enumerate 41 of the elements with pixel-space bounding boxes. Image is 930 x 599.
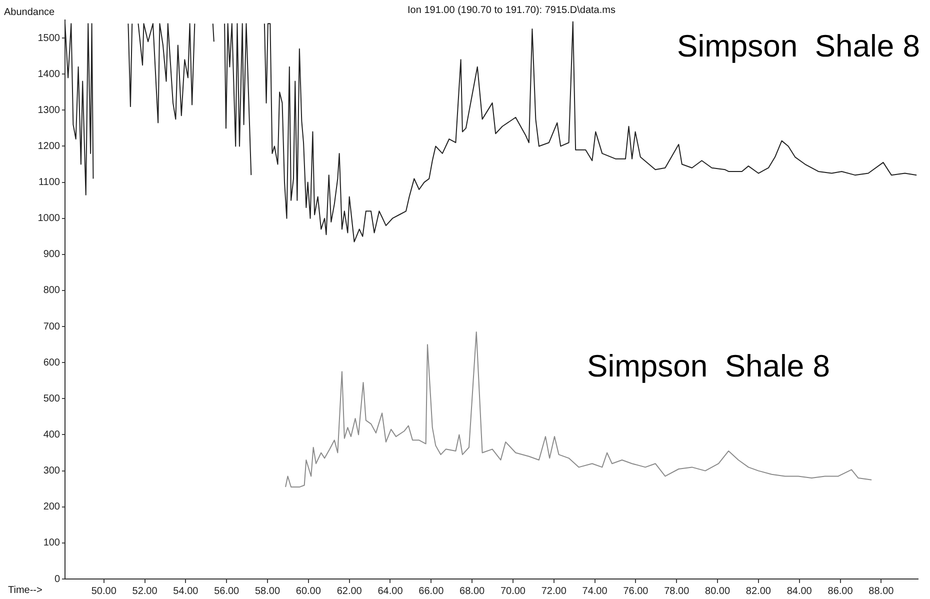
x-tick-label: 78.00 xyxy=(664,586,690,597)
x-tick-label: 74.00 xyxy=(582,586,608,597)
x-tick-label: 60.00 xyxy=(296,586,322,597)
y-tick-label: 1400 xyxy=(38,68,60,80)
x-tick-label: 64.00 xyxy=(378,586,404,597)
annotation: Simpson Shale 8 xyxy=(587,348,830,384)
x-tick-label: 88.00 xyxy=(868,586,894,597)
x-tick-label: 70.00 xyxy=(500,586,526,597)
x-tick-label: 58.00 xyxy=(254,586,280,597)
y-tick-label: 1500 xyxy=(38,32,60,44)
y-tick-label: 1100 xyxy=(38,177,60,188)
x-tick-label: 56.00 xyxy=(214,586,240,597)
x-tick-label: 72.00 xyxy=(541,586,567,597)
x-tick-label: 80.00 xyxy=(705,586,730,597)
y-tick-label: 1000 xyxy=(38,213,60,224)
x-tick-label: 50.00 xyxy=(91,586,117,597)
x-tick-label: 82.00 xyxy=(746,586,772,597)
x-tick-label: 84.00 xyxy=(786,586,812,597)
x-tick-label: 54.00 xyxy=(173,586,199,597)
chart-title: Ion 191.00 (190.70 to 191.70): 7915.D\data.ms xyxy=(408,4,616,16)
x-tick-label: 66.00 xyxy=(418,586,444,597)
x-tick-label: 68.00 xyxy=(460,586,486,597)
y-tick-label: 100 xyxy=(43,538,60,549)
y-axis-title: Abundance xyxy=(4,6,56,18)
x-tick-label: 52.00 xyxy=(132,586,158,597)
x-tick-label: 62.00 xyxy=(336,586,362,597)
y-tick-label: 400 xyxy=(43,429,60,440)
y-tick-label: 300 xyxy=(43,466,60,477)
y-tick-label: 900 xyxy=(43,249,60,260)
y-tick-label: 200 xyxy=(43,502,60,513)
y-tick-label: 600 xyxy=(43,357,60,368)
y-tick-label: 1300 xyxy=(38,104,60,116)
y-tick-label: 0 xyxy=(54,574,60,585)
y-tick-label: 500 xyxy=(43,393,60,404)
y-tick-label: 1200 xyxy=(38,140,60,152)
x-axis-title: Time--> xyxy=(8,584,43,596)
x-tick-label: 86.00 xyxy=(828,586,854,597)
x-tick-label: 76.00 xyxy=(623,586,649,597)
annotation: Simpson Shale 8 xyxy=(677,28,920,64)
y-tick-label: 700 xyxy=(43,321,60,332)
y-tick-label: 800 xyxy=(43,285,60,296)
